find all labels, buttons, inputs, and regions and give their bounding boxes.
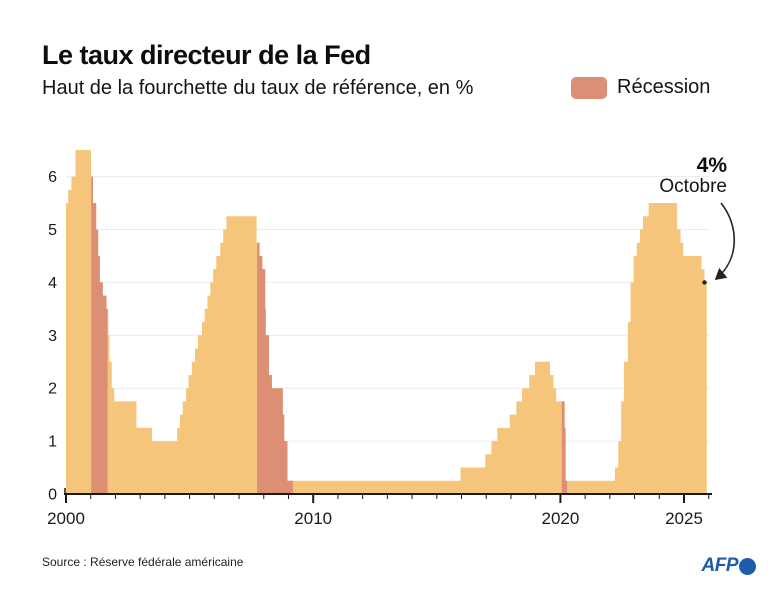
end-value-label: 4% [696, 154, 727, 177]
y-tick-labels: 0 1 2 3 4 5 6 [48, 169, 57, 503]
end-month-label: Octobre [659, 176, 727, 197]
x-tick-label: 2000 [47, 509, 85, 528]
y-tick-label: 5 [48, 222, 57, 239]
x-tick-label: 2025 [665, 509, 703, 528]
page-title: Le taux directeur de la Fed [42, 40, 371, 70]
legend: Récession [571, 76, 710, 99]
y-tick-label: 6 [48, 169, 57, 186]
x-tick-labels: 2000 2010 2020 2025 [47, 509, 703, 528]
annotation-arrow [714, 202, 736, 281]
y-tick-label: 1 [48, 434, 57, 451]
y-tick-label: 4 [48, 275, 57, 292]
recession-swatch-icon [571, 76, 607, 99]
y-tick-label: 3 [48, 328, 57, 345]
rate-area [66, 150, 707, 494]
afp-circle-icon [739, 557, 756, 575]
gridlines [66, 176, 710, 442]
legend-label: Récession [617, 76, 711, 98]
page-subtitle: Haut de la fourchette du taux de référen… [42, 77, 474, 99]
source-label: Source : Réserve fédérale américaine [42, 555, 244, 569]
series-end-dot [702, 280, 707, 285]
x-tick-label: 2020 [541, 509, 579, 528]
end-annotation: 4% Octobre [659, 155, 727, 197]
y-tick-label: 0 [48, 487, 57, 504]
x-tick-label: 2010 [294, 509, 332, 528]
x-axis [64, 488, 712, 503]
afp-logo: AFP [701, 555, 756, 577]
y-tick-label: 2 [48, 381, 57, 398]
afp-logo-text: AFP [701, 555, 739, 576]
